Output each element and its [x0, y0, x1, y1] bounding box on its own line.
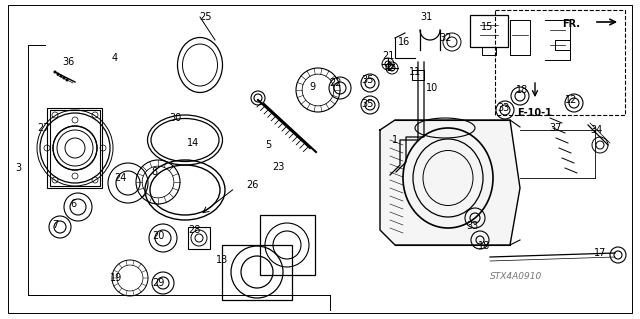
- Bar: [47, 108, 102, 188]
- Circle shape: [63, 77, 65, 79]
- Circle shape: [60, 75, 63, 78]
- Text: 35: 35: [362, 99, 374, 109]
- Text: 32: 32: [439, 33, 451, 43]
- Text: 3: 3: [15, 163, 21, 173]
- Text: 18: 18: [478, 241, 490, 251]
- Text: 7: 7: [52, 220, 58, 230]
- Text: 16: 16: [398, 37, 410, 47]
- Text: 11: 11: [409, 67, 421, 77]
- Text: 30: 30: [169, 113, 181, 123]
- Text: 15: 15: [481, 22, 493, 32]
- Text: 26: 26: [246, 180, 258, 190]
- Text: 19: 19: [110, 273, 122, 283]
- Text: 35: 35: [362, 75, 374, 85]
- Text: 2: 2: [387, 63, 393, 73]
- Bar: [188, 227, 210, 249]
- Bar: [470, 15, 508, 47]
- Bar: [412, 70, 424, 80]
- Circle shape: [65, 78, 68, 81]
- Text: 24: 24: [114, 173, 126, 183]
- Bar: [260, 215, 315, 275]
- Text: 29: 29: [152, 278, 164, 288]
- Text: 14: 14: [187, 138, 199, 148]
- Text: 5: 5: [265, 140, 271, 150]
- Text: 13: 13: [216, 255, 228, 265]
- Text: 34: 34: [590, 125, 602, 135]
- Bar: [222, 245, 292, 300]
- Bar: [495, 10, 625, 115]
- Text: 36: 36: [62, 57, 74, 67]
- Text: 37: 37: [550, 123, 562, 133]
- Text: 4: 4: [112, 53, 118, 63]
- Text: 9: 9: [309, 82, 315, 92]
- Text: STX4A0910: STX4A0910: [490, 272, 542, 281]
- Text: 18: 18: [516, 85, 528, 95]
- Text: 8: 8: [151, 167, 157, 177]
- Text: 10: 10: [426, 83, 438, 93]
- Text: 25: 25: [199, 12, 211, 22]
- Text: 33: 33: [466, 221, 478, 231]
- Text: 12: 12: [565, 95, 577, 105]
- Polygon shape: [380, 120, 520, 245]
- Text: FR.: FR.: [562, 19, 580, 29]
- Text: 17: 17: [594, 248, 606, 258]
- Text: 21: 21: [382, 51, 394, 61]
- Text: 20: 20: [152, 231, 164, 241]
- Circle shape: [54, 70, 56, 73]
- Text: 27: 27: [36, 123, 49, 133]
- Circle shape: [56, 72, 60, 76]
- Text: 22: 22: [330, 78, 342, 88]
- Text: 6: 6: [70, 199, 76, 209]
- Bar: [482, 47, 496, 55]
- Bar: [50, 110, 100, 186]
- Text: 28: 28: [188, 225, 200, 235]
- Text: E-10-1: E-10-1: [518, 108, 552, 118]
- Text: 31: 31: [420, 12, 432, 22]
- Text: 33: 33: [497, 103, 509, 113]
- Text: 23: 23: [272, 162, 284, 172]
- Text: 1: 1: [392, 135, 398, 145]
